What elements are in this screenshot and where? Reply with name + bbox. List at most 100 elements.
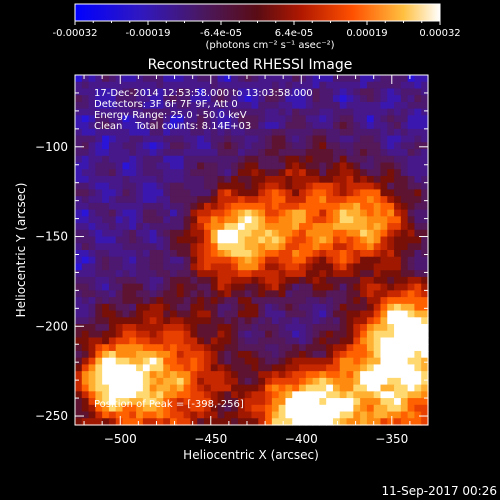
- heatmap-pixel: [251, 418, 259, 426]
- heatmap-pixel: [366, 297, 375, 305]
- heatmap-pixel: [210, 223, 219, 231]
- heatmap-pixel: [156, 330, 164, 339]
- heatmap-pixel: [339, 283, 348, 291]
- heatmap-pixel: [231, 209, 239, 217]
- heatmap-pixel: [81, 101, 90, 110]
- heatmap-pixel: [217, 216, 225, 224]
- heatmap-pixel: [75, 350, 83, 359]
- heatmap-pixel: [394, 243, 402, 251]
- heatmap-pixel: [122, 175, 130, 184]
- heatmap-pixel: [129, 377, 137, 386]
- heatmap-pixel: [407, 236, 416, 244]
- heatmap-pixel: [271, 229, 280, 238]
- heatmap-pixel: [203, 290, 212, 298]
- heatmap-pixel: [81, 155, 90, 164]
- heatmap-pixel: [251, 290, 259, 298]
- heatmap-pixel: [176, 297, 185, 305]
- heatmap-pixel: [176, 371, 185, 379]
- heatmap-pixel: [305, 263, 314, 271]
- heatmap-pixel: [136, 357, 144, 366]
- heatmap-pixel: [251, 263, 259, 271]
- heatmap-pixel: [366, 263, 375, 271]
- heatmap-pixel: [400, 135, 409, 143]
- heatmap-pixel: [136, 317, 144, 325]
- heatmap-pixel: [305, 404, 314, 413]
- heatmap-pixel: [115, 155, 124, 164]
- heatmap-pixel: [75, 75, 83, 83]
- heatmap-pixel: [129, 88, 137, 96]
- heatmap-pixel: [122, 162, 130, 170]
- heatmap-pixel: [210, 196, 219, 204]
- heatmap-pixel: [299, 344, 307, 352]
- heatmap-pixel: [400, 357, 409, 366]
- heatmap-pixel: [136, 175, 144, 184]
- heatmap-pixel: [231, 256, 239, 265]
- heatmap-pixel: [373, 182, 382, 191]
- heatmap-pixel: [237, 209, 246, 217]
- heatmap-pixel: [305, 81, 314, 90]
- heatmap-pixel: [122, 324, 130, 332]
- heatmap-pixel: [197, 337, 205, 345]
- heatmap-pixel: [278, 283, 287, 291]
- heatmap-pixel: [163, 236, 171, 244]
- heatmap-pixel: [129, 202, 137, 211]
- heatmap-pixel: [88, 81, 96, 90]
- heatmap-pixel: [271, 101, 280, 110]
- heatmap-pixel: [299, 398, 307, 406]
- heatmap-pixel: [360, 337, 368, 345]
- heatmap-pixel: [217, 236, 225, 244]
- heatmap-pixel: [129, 229, 137, 238]
- heatmap-pixel: [149, 324, 158, 332]
- heatmap-pixel: [75, 149, 83, 157]
- heatmap-pixel: [332, 297, 341, 305]
- heatmap-pixel: [421, 236, 429, 244]
- heatmap-pixel: [271, 88, 280, 96]
- heatmap-pixel: [387, 236, 395, 244]
- heatmap-pixel: [326, 350, 334, 359]
- heatmap-pixel: [75, 317, 83, 325]
- heatmap-pixel: [353, 377, 361, 386]
- heatmap-pixel: [149, 75, 158, 83]
- heatmap-pixel: [115, 303, 124, 312]
- heatmap-pixel: [176, 162, 185, 170]
- heatmap-pixel: [142, 95, 151, 103]
- heatmap-pixel: [380, 384, 388, 392]
- heatmap-pixel: [326, 182, 334, 191]
- heatmap-pixel: [339, 108, 348, 116]
- heatmap-pixel: [258, 324, 266, 332]
- heatmap-pixel: [102, 357, 110, 366]
- heatmap-pixel: [271, 317, 280, 325]
- heatmap-pixel: [217, 81, 225, 90]
- heatmap-pixel: [224, 317, 232, 325]
- heatmap-pixel: [108, 115, 117, 123]
- heatmap-pixel: [387, 357, 395, 366]
- heatmap-pixel: [353, 81, 361, 90]
- heatmap-pixel: [136, 344, 144, 352]
- heatmap-pixel: [190, 196, 198, 204]
- heatmap-pixel: [224, 303, 232, 312]
- heatmap-pixel: [332, 377, 341, 386]
- heatmap-pixel: [421, 283, 429, 291]
- heatmap-pixel: [346, 256, 354, 265]
- heatmap-pixel: [190, 391, 198, 399]
- heatmap-pixel: [305, 283, 314, 291]
- heatmap-pixel: [149, 88, 158, 96]
- heatmap-pixel: [258, 115, 266, 123]
- heatmap-pixel: [129, 357, 137, 366]
- heatmap-pixel: [197, 377, 205, 386]
- heatmap-pixel: [285, 290, 293, 298]
- heatmap-pixel: [346, 182, 354, 191]
- heatmap-pixel: [305, 169, 314, 177]
- heatmap-pixel: [244, 384, 253, 392]
- heatmap-pixel: [421, 398, 429, 406]
- heatmap-pixel: [115, 182, 124, 191]
- heatmap-pixel: [210, 404, 219, 413]
- heatmap-pixel: [258, 209, 266, 217]
- heatmap-pixel: [292, 169, 300, 177]
- heatmap-pixel: [366, 202, 375, 211]
- heatmap-pixel: [366, 101, 375, 110]
- heatmap-pixel: [108, 236, 117, 244]
- heatmap-pixel: [122, 122, 130, 130]
- heatmap-pixel: [81, 135, 90, 143]
- heatmap-pixel: [414, 297, 422, 305]
